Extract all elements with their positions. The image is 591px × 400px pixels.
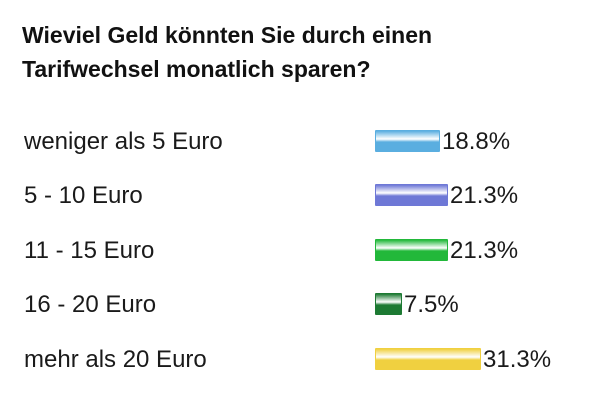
result-bar [375, 184, 448, 206]
option-label: 11 - 15 Euro [24, 237, 155, 264]
result-bar [375, 348, 481, 370]
poll-row: mehr als 20 Euro 31.3% [0, 340, 591, 380]
poll-row: 11 - 15 Euro 21.3% [0, 231, 591, 271]
option-label: mehr als 20 Euro [24, 346, 207, 373]
result-bar [375, 239, 448, 261]
poll-row: weniger als 5 Euro 18.8% [0, 122, 591, 162]
percent-label: 21.3% [450, 237, 519, 264]
percent-label: 18.8% [442, 128, 511, 155]
percent-label: 21.3% [450, 182, 519, 209]
poll-row: 16 - 20 Euro 7.5% [0, 285, 591, 325]
option-label: 16 - 20 Euro [24, 291, 157, 318]
result-bar [375, 130, 440, 152]
poll-row: 5 - 10 Euro 21.3% [0, 176, 591, 216]
option-label: weniger als 5 Euro [24, 128, 223, 155]
result-bar [375, 293, 402, 315]
option-label: 5 - 10 Euro [24, 182, 143, 209]
percent-label: 31.3% [483, 346, 552, 373]
percent-label: 7.5% [404, 291, 459, 318]
poll-question: Wieviel Geld könnten Sie durch einen Tar… [22, 22, 433, 82]
